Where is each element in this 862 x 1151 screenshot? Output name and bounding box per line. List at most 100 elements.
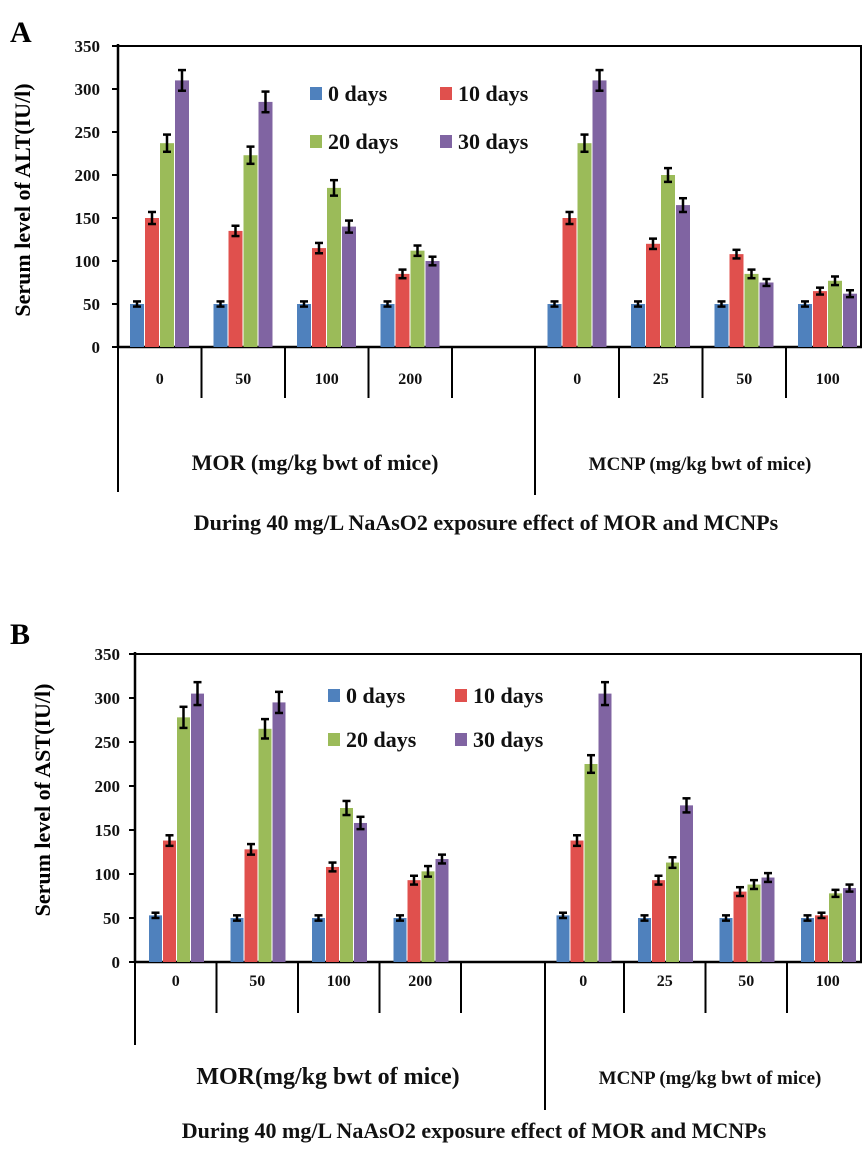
legend-swatch bbox=[328, 733, 340, 746]
legend-swatch bbox=[440, 135, 452, 148]
figure-caption: During 40 mg/L NaAsO2 exposure effect of… bbox=[182, 1118, 767, 1143]
legend-label: 30 days bbox=[473, 727, 544, 752]
bar bbox=[342, 226, 356, 347]
y-axis-label: Serum level of ALT(IU/l) bbox=[10, 83, 35, 316]
bar bbox=[160, 143, 174, 347]
legend-label: 10 days bbox=[458, 81, 529, 106]
bar bbox=[801, 918, 814, 962]
legend-label: 20 days bbox=[328, 129, 399, 154]
y-tick-label: 100 bbox=[75, 252, 101, 271]
bar bbox=[230, 918, 244, 962]
bar bbox=[598, 693, 612, 962]
bar bbox=[435, 859, 449, 962]
bar bbox=[130, 304, 144, 347]
bar bbox=[244, 849, 258, 962]
bar bbox=[729, 254, 744, 347]
bar bbox=[175, 80, 189, 348]
x-category-label: 100 bbox=[816, 973, 840, 990]
bar bbox=[312, 248, 326, 347]
legend-label: 20 days bbox=[346, 727, 417, 752]
bar bbox=[272, 702, 286, 962]
bar bbox=[733, 891, 747, 962]
bar bbox=[149, 915, 162, 962]
bar bbox=[652, 880, 665, 962]
y-tick-label: 300 bbox=[95, 689, 121, 708]
y-tick-label: 50 bbox=[103, 909, 120, 928]
bar bbox=[680, 805, 693, 962]
legend-label: 10 days bbox=[473, 683, 544, 708]
bar bbox=[759, 282, 774, 347]
group-label: MCNP (mg/kg bwt of mice) bbox=[599, 1068, 822, 1089]
y-tick-label: 150 bbox=[95, 821, 121, 840]
bar bbox=[177, 717, 190, 962]
group-label: MOR(mg/kg bwt of mice) bbox=[196, 1064, 459, 1090]
bar bbox=[631, 304, 645, 347]
bar bbox=[577, 143, 592, 347]
y-tick-label: 100 bbox=[95, 865, 121, 884]
bar bbox=[719, 918, 733, 962]
bar bbox=[761, 877, 775, 962]
panel-label: B bbox=[10, 618, 30, 651]
bar bbox=[340, 808, 353, 962]
bar bbox=[213, 304, 228, 347]
y-tick-label: 0 bbox=[112, 953, 121, 972]
y-tick-label: 150 bbox=[75, 209, 101, 228]
bar bbox=[747, 884, 761, 962]
figure-caption: During 40 mg/L NaAsO2 exposure effect of… bbox=[194, 510, 779, 535]
x-category-label: 100 bbox=[327, 973, 351, 990]
legend-swatch bbox=[310, 135, 322, 148]
x-category-label: 0 bbox=[172, 973, 180, 990]
bar bbox=[815, 915, 828, 962]
x-category-label: 50 bbox=[736, 371, 752, 388]
bar bbox=[163, 840, 176, 962]
bar bbox=[297, 304, 311, 347]
bar bbox=[828, 280, 842, 347]
bar bbox=[676, 205, 690, 347]
bar bbox=[425, 261, 440, 347]
panel-label: A bbox=[10, 16, 32, 49]
bar bbox=[570, 840, 584, 962]
y-tick-label: 350 bbox=[95, 645, 121, 664]
bar bbox=[191, 693, 204, 962]
x-category-label: 50 bbox=[249, 973, 265, 990]
bar bbox=[813, 291, 827, 347]
bar bbox=[547, 304, 562, 347]
y-axis-label: Serum level of AST(IU/l) bbox=[30, 684, 55, 917]
legend-swatch bbox=[455, 689, 467, 702]
x-category-label: 200 bbox=[398, 371, 422, 388]
bar bbox=[592, 80, 607, 348]
bar bbox=[843, 888, 856, 962]
legend-label: 0 days bbox=[346, 683, 406, 708]
bar bbox=[744, 273, 759, 347]
bar bbox=[646, 243, 660, 347]
y-tick-label: 350 bbox=[75, 37, 101, 56]
x-category-label: 100 bbox=[315, 371, 339, 388]
bar bbox=[312, 918, 325, 962]
legend-swatch bbox=[328, 689, 340, 702]
bar bbox=[407, 880, 421, 962]
y-tick-label: 250 bbox=[95, 733, 121, 752]
x-category-label: 25 bbox=[653, 371, 669, 388]
y-tick-label: 300 bbox=[75, 80, 101, 99]
bar bbox=[393, 918, 407, 962]
x-category-label: 0 bbox=[156, 371, 164, 388]
bar bbox=[562, 218, 577, 347]
bar bbox=[661, 175, 675, 347]
bar bbox=[638, 918, 651, 962]
x-category-label: 0 bbox=[579, 973, 587, 990]
bar bbox=[243, 155, 258, 347]
legend-label: 0 days bbox=[328, 81, 388, 106]
bar bbox=[354, 822, 367, 962]
legend-swatch bbox=[440, 87, 452, 100]
x-category-label: 50 bbox=[235, 371, 251, 388]
y-tick-label: 0 bbox=[92, 338, 101, 357]
bar bbox=[666, 862, 679, 962]
bar bbox=[326, 866, 339, 962]
x-category-label: 0 bbox=[573, 371, 581, 388]
bar bbox=[258, 728, 272, 962]
bar bbox=[714, 304, 729, 347]
y-tick-label: 50 bbox=[83, 295, 100, 314]
